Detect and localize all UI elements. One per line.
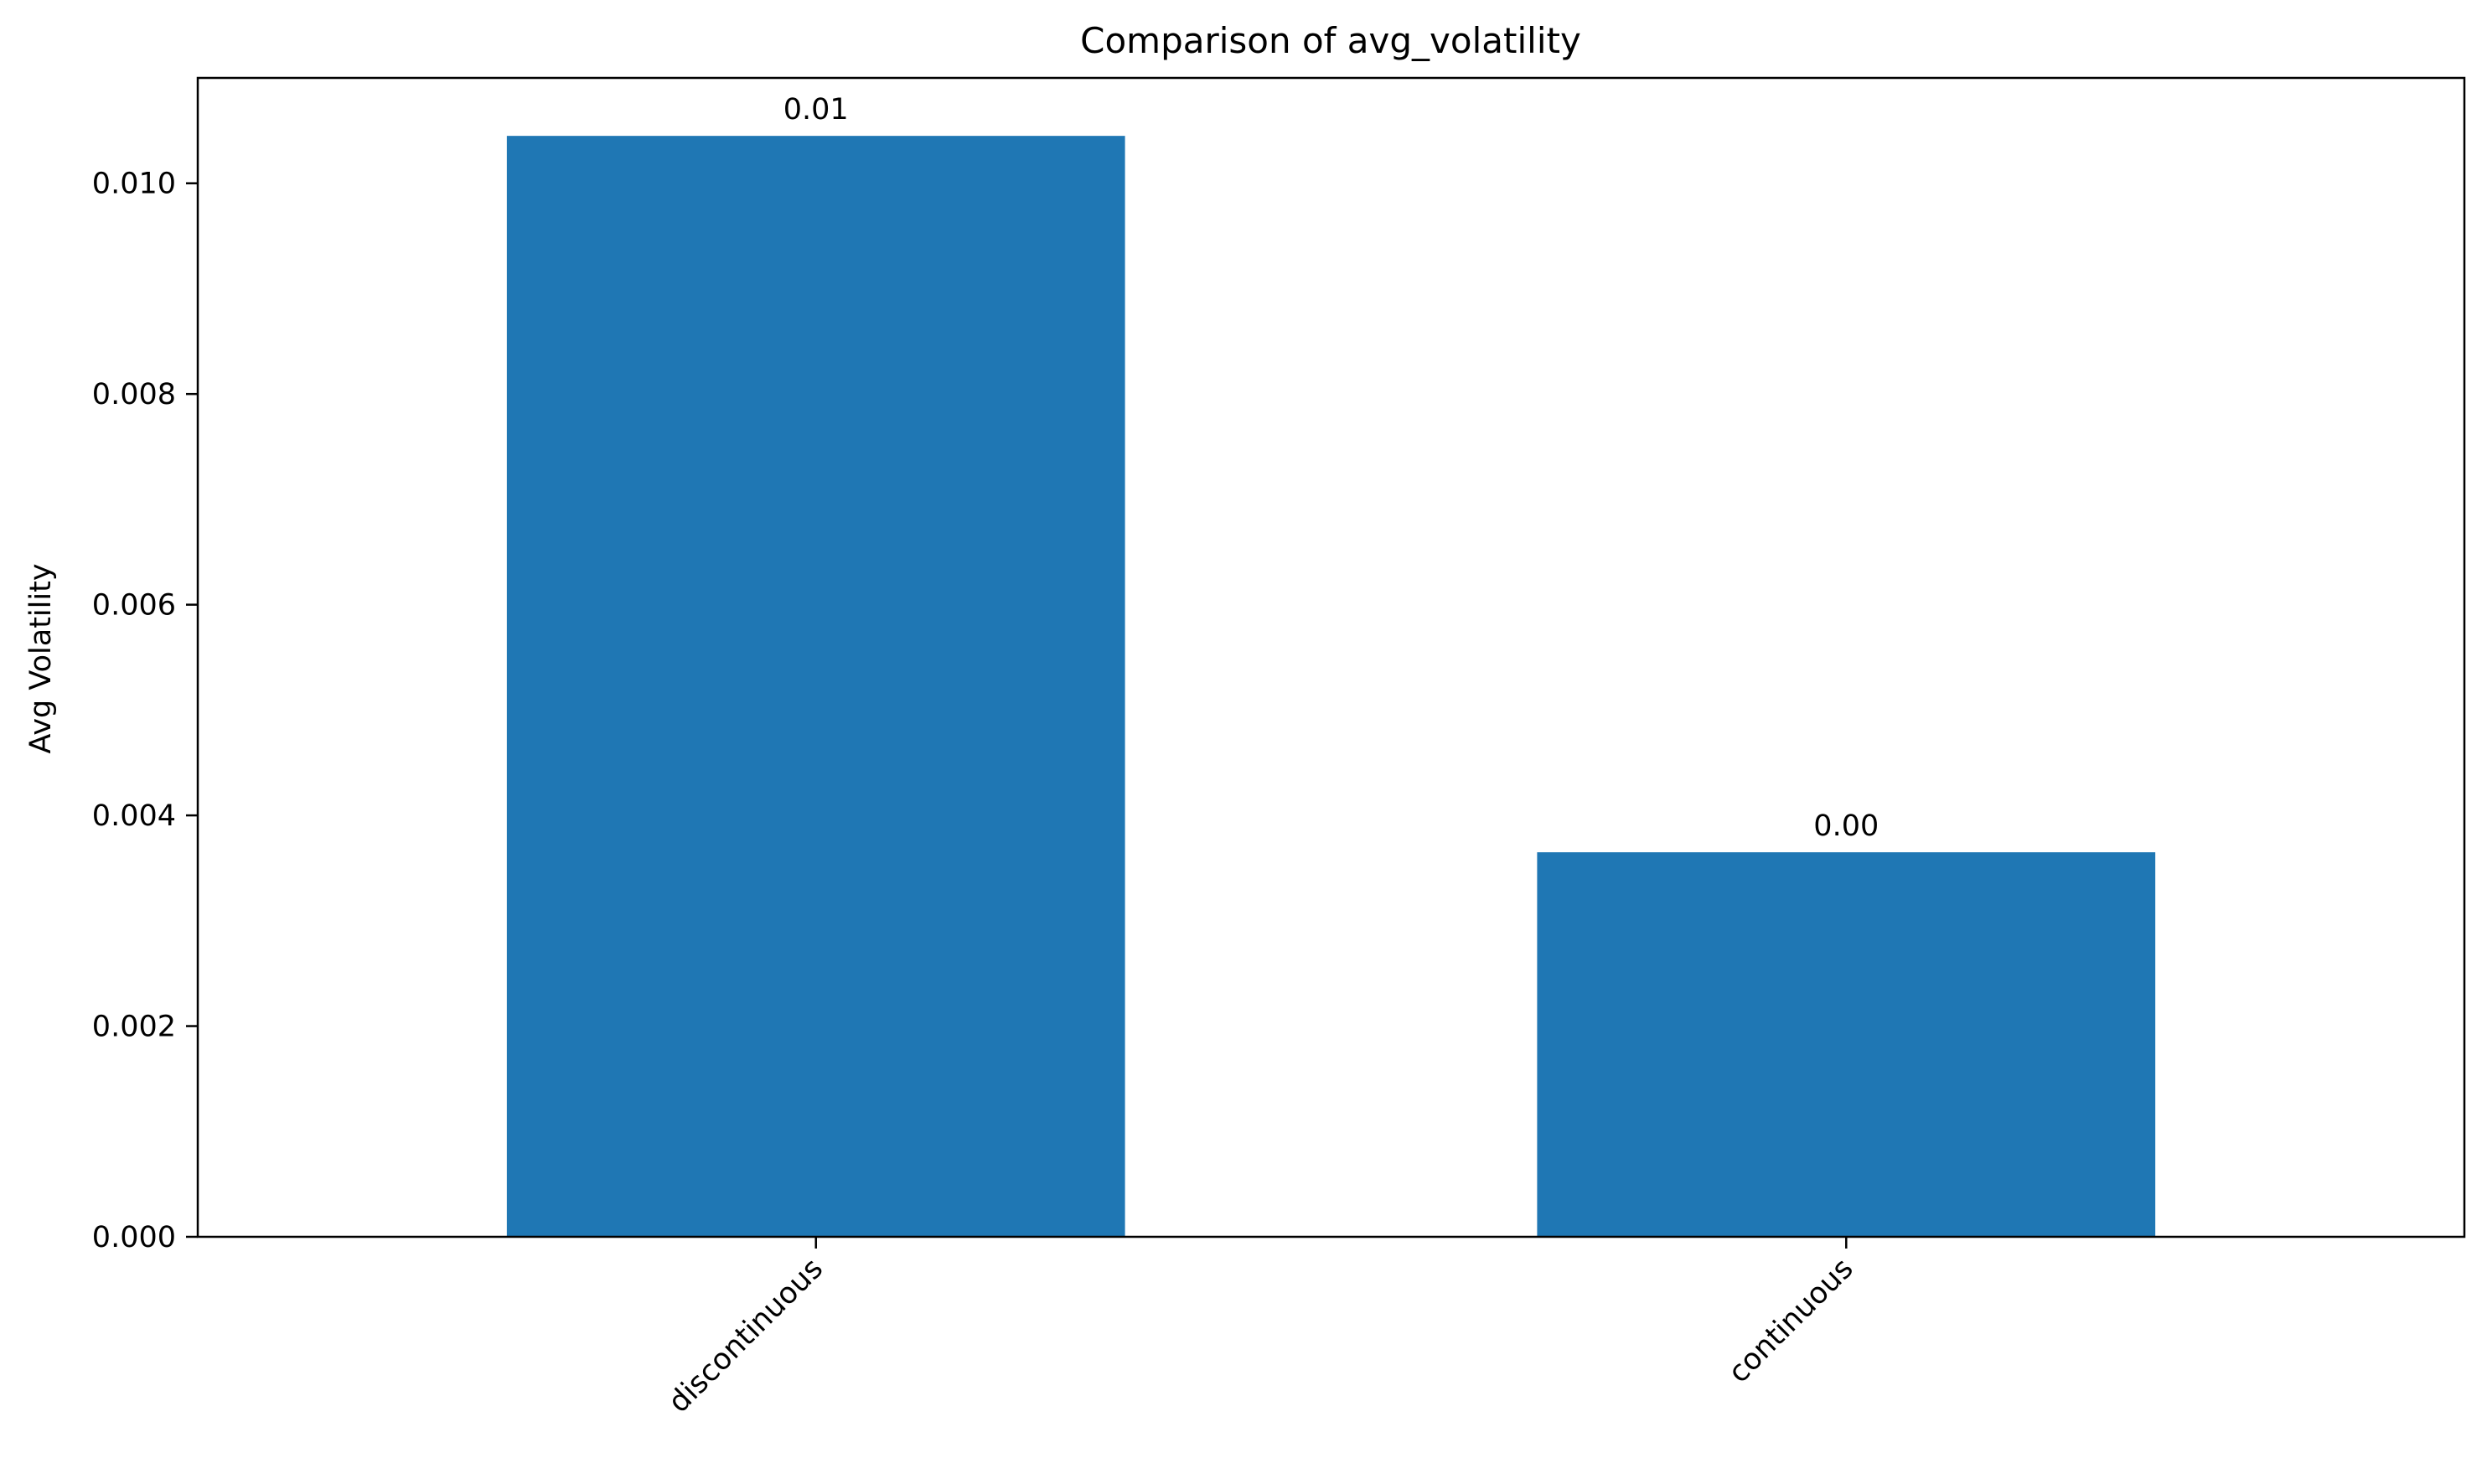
bar-continuous: [1537, 852, 2156, 1237]
y-tick-label: 0.006: [92, 589, 176, 623]
plot-frame: [196, 76, 2466, 1238]
x-tick-label: continuous: [1722, 1252, 1859, 1389]
bar-discontinuous: [506, 136, 1125, 1237]
y-tick-label: 0.004: [92, 799, 176, 833]
bars-layer: [506, 136, 2156, 1237]
y-tick-label: 0.008: [92, 378, 176, 411]
chart-title: Comparison of avg_volatility: [1080, 20, 1581, 61]
y-axis: 0.000 0.002 0.004 0.006 0.008 0.010: [92, 168, 198, 1254]
y-tick-label: 0.000: [92, 1221, 176, 1254]
x-tick-label: discontinuous: [662, 1252, 830, 1419]
y-tick-label: 0.002: [92, 1011, 176, 1044]
data-label-discontinuous: 0.01: [783, 93, 849, 127]
y-tick-label: 0.010: [92, 168, 176, 201]
x-axis: discontinuous continuous: [662, 1237, 1860, 1419]
data-label-continuous: 0.00: [1813, 809, 1879, 843]
y-axis-label: Avg Volatility: [24, 563, 58, 753]
data-labels: 0.01 0.00: [783, 93, 1879, 843]
